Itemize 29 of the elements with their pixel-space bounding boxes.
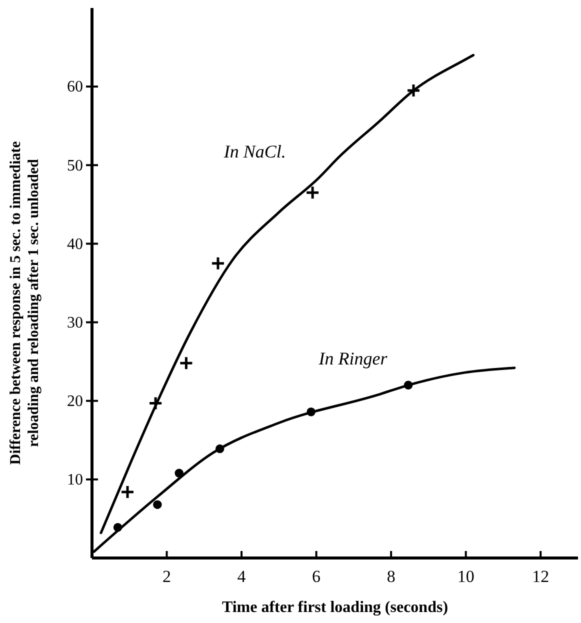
point bbox=[178, 356, 194, 370]
point bbox=[210, 256, 226, 271]
point bbox=[404, 380, 413, 390]
series-label: In NaCl. bbox=[222, 142, 286, 162]
point bbox=[305, 185, 320, 200]
y-tick-label: 50 bbox=[67, 157, 83, 174]
y-axis-title: Difference between response in 5 sec. to immediate reloading and reloading after 1 sec. unloaded bbox=[8, 140, 42, 465]
y-tick-label: 10 bbox=[67, 472, 83, 489]
x-tick-label: 12 bbox=[532, 567, 550, 586]
point bbox=[113, 522, 122, 532]
point bbox=[148, 396, 163, 410]
point bbox=[174, 468, 184, 478]
point bbox=[406, 83, 421, 98]
series-label: In Ringer bbox=[318, 348, 388, 369]
x-axis-title: Time after first loading (seconds) bbox=[222, 599, 448, 616]
y-tick-label: 40 bbox=[67, 236, 83, 253]
line-series bbox=[100, 54, 475, 534]
x-tick-label: 4 bbox=[237, 567, 246, 586]
x-tick-label: 2 bbox=[162, 567, 172, 586]
y-tick-label: 30 bbox=[67, 314, 83, 332]
point bbox=[215, 444, 224, 454]
x-tick-label: 8 bbox=[386, 567, 396, 586]
point bbox=[306, 407, 316, 416]
x-tick-label: 10 bbox=[457, 567, 474, 586]
x-tick-label: 6 bbox=[312, 567, 321, 586]
y-tick-label: 60 bbox=[67, 78, 83, 96]
point bbox=[153, 500, 162, 509]
point bbox=[120, 484, 135, 500]
y-tick-label: 20 bbox=[67, 392, 83, 410]
